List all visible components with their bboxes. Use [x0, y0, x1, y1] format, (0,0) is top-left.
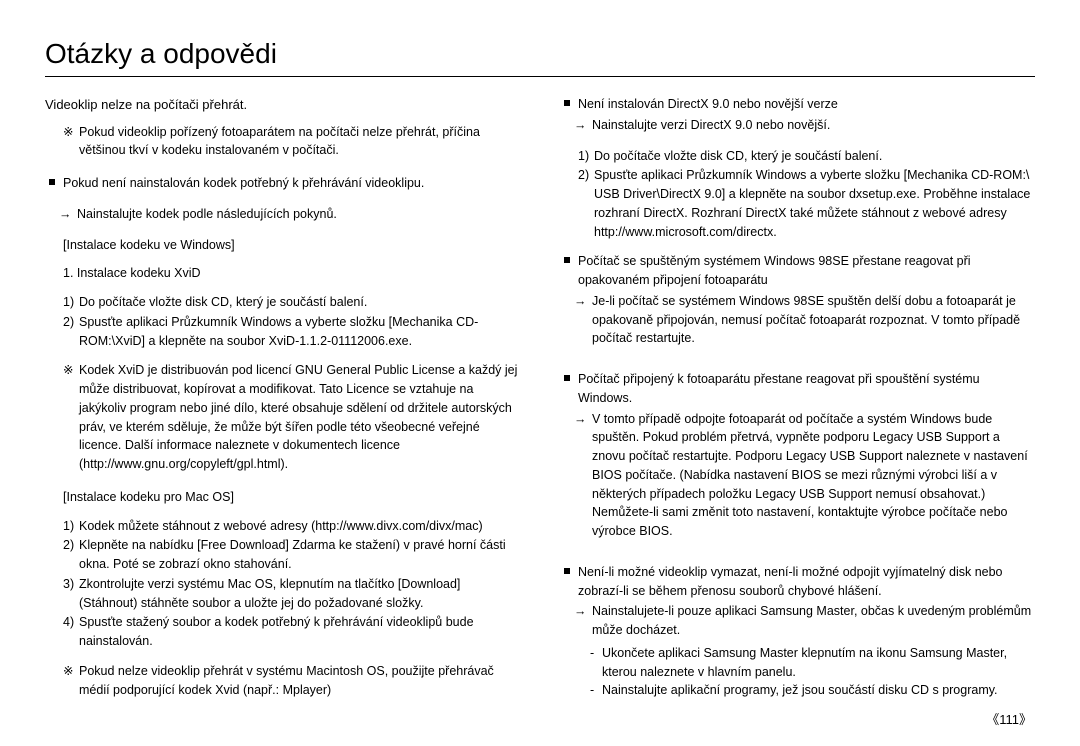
bullet-text: Počítač se spuštěným systémem Windows 98… — [578, 254, 971, 287]
num-label: 1) — [63, 293, 74, 312]
num-label: 2) — [578, 166, 589, 185]
step-text: Spusťte aplikaci Průzkumník Windows a vy… — [79, 315, 478, 348]
arrow-text: V tomto případě odpojte fotoaparát od po… — [592, 412, 1028, 539]
install-mac-heading: [Instalace kodeku pro Mac OS] — [45, 488, 520, 507]
dash-text: Nainstalujte aplikační programy, jež jso… — [602, 683, 998, 697]
num-label: 3) — [63, 575, 74, 594]
dash-text: Ukončete aplikaci Samsung Master klepnut… — [602, 646, 1007, 679]
page-title: Otázky a odpovědi — [45, 38, 1035, 77]
list-item: 1)Do počítače vložte disk CD, který je s… — [79, 293, 520, 312]
num-label: 1) — [63, 517, 74, 536]
num-label: 4) — [63, 613, 74, 632]
asterisk-icon: ※ — [63, 123, 79, 142]
arrow-item: → Je-li počítač se systémem Windows 98SE … — [560, 292, 1035, 348]
bullet-item: Počítač připojený k fotoaparátu přestane… — [560, 370, 1035, 408]
arrow-item: → Nainstalujte verzi DirectX 9.0 nebo nov… — [560, 116, 1035, 135]
list-item: 1)Kodek můžete stáhnout z webové adresy … — [79, 517, 520, 536]
num-label: 1) — [578, 147, 589, 166]
left-column: Videoklip nelze na počítači přehrát. ※Po… — [45, 95, 520, 713]
bullet-item: Není-li možné videoklip vymazat, není-li… — [560, 563, 1035, 601]
list-item: 2)Spusťte aplikaci Průzkumník Windows a … — [594, 166, 1035, 241]
arrow-icon: → — [574, 292, 587, 311]
list-item: 3)Zkontrolujte verzi systému Mac OS, kle… — [79, 575, 520, 613]
step-text: Spusťte stažený soubor a kodek potřebný … — [79, 615, 474, 648]
numbered-list: 1) Kodek můžete stáhnout z webové adresy … — [45, 517, 520, 651]
arrow-icon: → — [574, 116, 587, 135]
note-text: Pokud nelze videoklip přehrát v systému … — [79, 664, 494, 697]
square-bullet-icon — [564, 100, 570, 106]
arrow-icon: → — [574, 602, 587, 621]
asterisk-icon: ※ — [63, 361, 79, 380]
right-column: Není instalován DirectX 9.0 nebo novější… — [560, 95, 1035, 713]
arrow-icon: → — [59, 205, 72, 224]
arrow-item: → Nainstalujte kodek podle následujících … — [45, 205, 520, 224]
square-bullet-icon — [564, 257, 570, 263]
section-heading: Videoklip nelze na počítači přehrát. — [45, 95, 520, 115]
content-columns: Videoklip nelze na počítači přehrát. ※Po… — [45, 95, 1035, 713]
arrow-text: Nainstalujete-li pouze aplikaci Samsung … — [592, 604, 1031, 637]
numbered-list: 1) Do počítače vložte disk CD, který je s… — [45, 293, 520, 350]
arrow-text: Nainstalujte verzi DirectX 9.0 nebo nově… — [592, 118, 830, 132]
numbered-list: 1) Do počítače vložte disk CD, který je s… — [560, 147, 1035, 242]
square-bullet-icon — [564, 568, 570, 574]
install-win-sub: 1. Instalace kodeku XviD — [45, 264, 520, 283]
bullet-text: Není-li možné videoklip vymazat, není-li… — [578, 565, 1003, 598]
note-block: ※Pokud nelze videoklip přehrát v systému… — [45, 662, 520, 700]
note-text: Pokud videoklip pořízený fotoaparátem na… — [79, 125, 480, 158]
bullet-item: Počítač se spuštěným systémem Windows 98… — [560, 252, 1035, 290]
asterisk-icon: ※ — [63, 662, 79, 681]
list-item: 4)Spusťte stažený soubor a kodek potřebn… — [79, 613, 520, 651]
bullet-text: Počítač připojený k fotoaparátu přestane… — [578, 372, 980, 405]
note-block: ※Kodek XviD je distribuován pod licencí … — [45, 361, 520, 474]
square-bullet-icon — [49, 179, 55, 185]
list-item: 1)Do počítače vložte disk CD, který je s… — [594, 147, 1035, 166]
page-number: 《111》 — [986, 709, 1032, 728]
bullet-text: Pokud není nainstalován kodek potřebný k… — [63, 176, 424, 190]
note-block: ※Pokud videoklip pořízený fotoaparátem n… — [45, 123, 520, 161]
arrow-text: Je-li počítač se systémem Windows 98SE s… — [592, 294, 1020, 346]
arrow-item: → V tomto případě odpojte fotoaparát od p… — [560, 410, 1035, 541]
step-text: Spusťte aplikaci Průzkumník Windows a vy… — [594, 168, 1030, 238]
num-label: 2) — [63, 536, 74, 555]
arrow-item: → Nainstalujete-li pouze aplikaci Samsung… — [560, 602, 1035, 640]
list-item: 2)Spusťte aplikaci Průzkumník Windows a … — [79, 313, 520, 351]
step-text: Do počítače vložte disk CD, který je sou… — [594, 149, 882, 163]
dash-item: -Ukončete aplikaci Samsung Master klepnu… — [560, 644, 1035, 682]
bullet-text: Není instalován DirectX 9.0 nebo novější… — [578, 97, 838, 111]
dash-icon: - — [590, 681, 594, 700]
arrow-icon: → — [574, 410, 587, 429]
step-text: Zkontrolujte verzi systému Mac OS, klepn… — [79, 577, 460, 610]
step-text: Klepněte na nabídku [Free Download] Zdar… — [79, 538, 506, 571]
list-item: 2)Klepněte na nabídku [Free Download] Zd… — [79, 536, 520, 574]
arrow-text: Nainstalujte kodek podle následujících p… — [77, 207, 337, 221]
bullet-item: Není instalován DirectX 9.0 nebo novější… — [560, 95, 1035, 114]
bullet-item: Pokud není nainstalován kodek potřebný k… — [45, 174, 520, 193]
note-text: Kodek XviD je distribuován pod licencí G… — [79, 363, 517, 471]
step-text: Kodek můžete stáhnout z webové adresy (h… — [79, 519, 483, 533]
install-win-heading: [Instalace kodeku ve Windows] — [45, 236, 520, 255]
step-text: Do počítače vložte disk CD, který je sou… — [79, 295, 367, 309]
square-bullet-icon — [564, 375, 570, 381]
dash-item: -Nainstalujte aplikační programy, jež js… — [560, 681, 1035, 700]
dash-icon: - — [590, 644, 594, 663]
num-label: 2) — [63, 313, 74, 332]
